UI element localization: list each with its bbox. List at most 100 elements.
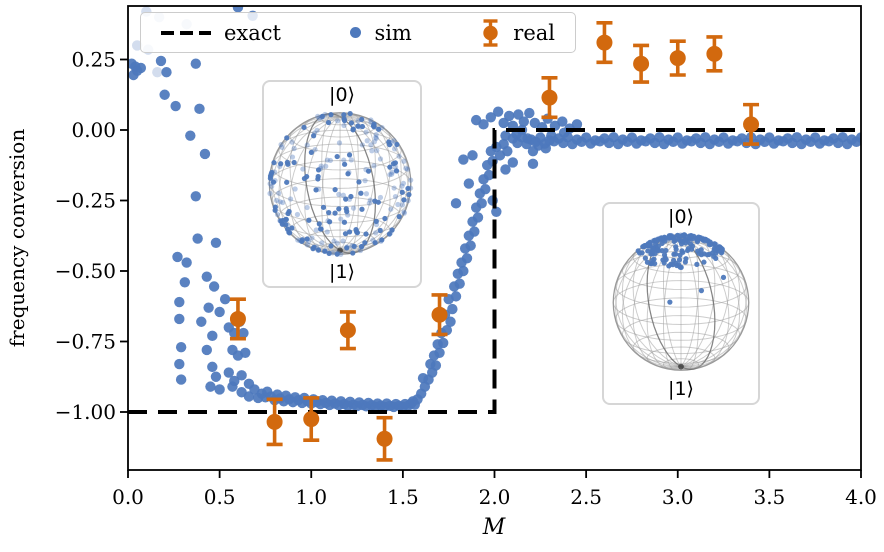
state-dot [287,196,294,202]
state-dot [671,251,677,257]
state-dot [291,145,297,152]
state-dot [386,231,393,237]
x-tick-label: 2.5 [570,485,602,509]
state-dot [405,198,411,204]
state-dot [666,234,672,241]
state-dot [359,123,366,130]
state-dot [356,124,362,130]
state-dot [719,246,725,252]
state-dot [659,240,665,246]
state-dot [344,208,350,215]
state-dot [325,119,332,126]
state-dot [676,257,683,263]
state-dot [344,245,350,251]
state-dot [711,247,717,253]
state-dot [642,255,648,261]
state-dot [326,250,332,256]
real-errorbar [706,35,723,73]
state-dot [347,110,353,117]
state-dot [408,177,414,183]
state-dot [382,215,388,222]
state-dot [291,159,297,166]
state-dot [644,242,651,248]
state-dot [278,161,284,167]
state-dot [350,250,356,256]
state-dot [359,206,365,212]
state-dot [645,248,651,254]
state-dot [356,179,362,185]
state-dot [289,225,295,231]
exact-dashed-line-icon [161,30,211,35]
state-dot [406,192,412,198]
state-dot [368,117,374,123]
sphere-pole-dot [678,363,684,370]
real-errorbar [431,293,448,337]
state-dot [393,168,400,174]
state-dot [340,238,346,244]
state-dot [653,241,659,247]
state-dot [666,263,672,269]
state-dot [355,123,361,129]
state-dot [377,227,383,234]
state-dot [289,139,295,145]
state-dot [667,299,673,305]
state-dot [369,148,375,154]
state-dot [340,192,346,198]
state-dot [273,197,280,203]
state-dot [399,202,406,208]
state-dot [348,193,354,200]
state-dot [712,241,718,247]
state-dot [284,179,290,185]
state-dot [713,242,719,248]
state-dot [304,174,310,180]
state-dot [322,111,328,118]
x-tick-label: 4.0 [845,485,877,509]
state-dot [686,233,692,239]
y-tick-label: 0.25 [71,48,116,72]
state-dot [648,240,654,246]
state-dot [351,243,357,249]
state-dot [304,142,310,148]
real-errorbar [266,397,283,447]
sphere-pole-dot [337,247,343,254]
bloch-sphere-svg [267,110,414,257]
state-dot [277,163,283,170]
state-dot [365,168,372,174]
state-dot [659,248,665,254]
state-dot [358,244,365,250]
sim-scatter-layer [128,6,861,413]
ket-zero-label: |0⟩ [668,206,694,228]
state-dot [285,210,291,217]
state-dot [699,235,705,241]
state-dot [368,142,374,148]
state-dot [267,175,274,181]
state-dot [270,179,277,185]
state-dot [328,243,334,249]
state-dot [315,173,321,180]
state-dot [363,129,369,135]
state-dot [301,124,307,131]
real-errorbar [669,39,686,77]
state-dot [318,165,324,172]
state-dot [312,146,318,153]
state-dot [279,144,285,151]
state-dot [378,238,384,244]
state-dot [284,135,290,141]
state-dot [328,112,334,118]
state-dot [346,196,353,202]
state-dot [271,160,277,166]
bloch-inset-cap: |0⟩ |1⟩ [602,202,760,405]
y-tick-label: −0.50 [55,259,116,283]
state-dot [277,199,283,205]
state-dot [405,185,411,192]
state-dot [348,157,354,163]
state-dot [342,231,349,237]
state-dot [387,172,393,178]
state-dot [405,166,411,172]
state-dot [395,201,401,208]
state-dot [401,197,407,203]
state-dot [336,191,342,197]
state-dot [283,221,289,228]
